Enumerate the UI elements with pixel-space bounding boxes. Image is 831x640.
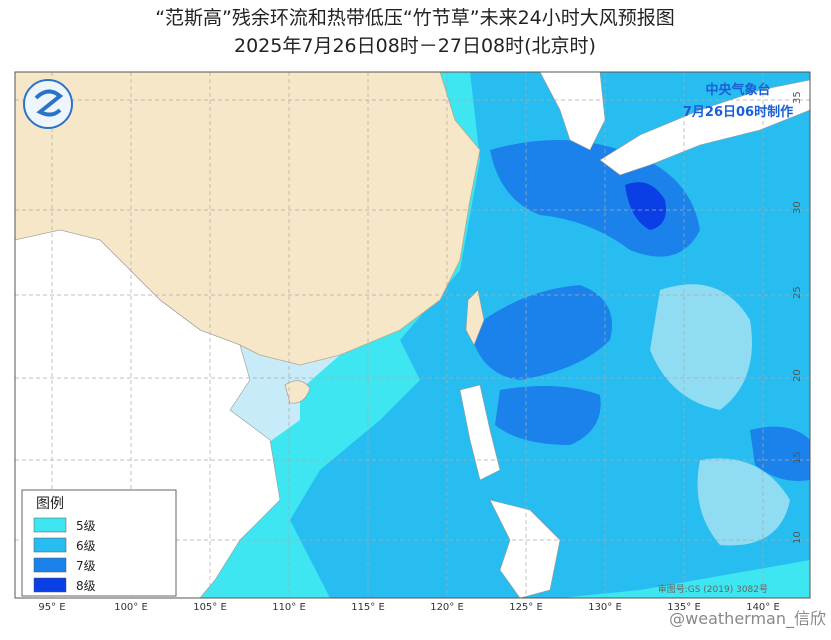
longitude-label: 115° E <box>351 602 385 613</box>
latitude-label: 10 <box>792 531 803 544</box>
logo-mark <box>34 89 64 117</box>
longitude-label: 105° E <box>193 602 227 613</box>
latitude-label: 30 <box>792 201 803 214</box>
legend-swatch <box>33 557 67 573</box>
latitude-label: 25 <box>792 286 803 299</box>
legend-title: 图例 <box>36 496 64 512</box>
longitude-label: 95° E <box>38 602 65 613</box>
legend-swatch <box>33 577 67 593</box>
issue-time: 7月26日06时制作 <box>683 104 793 120</box>
longitude-label: 125° E <box>509 602 543 613</box>
graticule <box>15 72 810 598</box>
legend-label: 6级 <box>76 539 96 553</box>
latitude-label: 20 <box>792 369 803 382</box>
longitude-label: 120° E <box>430 602 464 613</box>
calm-area <box>697 458 790 546</box>
legend-swatch <box>33 517 67 533</box>
longitude-label: 110° E <box>272 602 306 613</box>
map-frame <box>14 71 811 599</box>
legend-label: 5级 <box>76 519 96 533</box>
legend-label: 7级 <box>76 559 96 573</box>
land-korea <box>539 72 606 151</box>
latitude-label: 15 <box>792 451 803 464</box>
wind-zone-7 <box>750 426 810 481</box>
latitude-label: 35 <box>792 91 803 104</box>
latitude-labels: 35 30 25 20 15 10 <box>792 91 803 544</box>
legend-items: 5级 6级 7级 8级 <box>33 517 96 593</box>
map-approval: 审图号:GS (2019) 3082号 <box>658 583 768 595</box>
land-mindanao <box>489 499 561 598</box>
wind-zone-8 <box>625 182 666 230</box>
legend-swatch <box>33 537 67 553</box>
land-taiwan <box>465 289 485 346</box>
map-body <box>15 72 810 598</box>
legend: 图例 5级 6级 7级 8级 <box>21 489 177 597</box>
legend-label: 8级 <box>76 579 96 593</box>
longitude-label: 130° E <box>588 602 622 613</box>
calm-area <box>650 284 752 410</box>
subtitle: 2025年7月26日08时－27日08时(北京时) <box>234 35 596 57</box>
title: “范斯高”残余环流和热带低压“竹节草”未来24小时大风预报图 <box>155 7 675 29</box>
wind-zone-7 <box>470 285 612 380</box>
wind-zone-7 <box>495 386 601 445</box>
watermark: @weatherman_信欣 <box>669 609 826 629</box>
land-hainan <box>284 380 311 404</box>
longitude-label: 140° E <box>746 602 780 613</box>
longitude-labels: 95° E 100° E 105° E 110° E 115° E 120° E 125° … <box>38 602 779 613</box>
longitude-label: 100° E <box>114 602 148 613</box>
land-japan <box>599 79 810 176</box>
land-luzon <box>459 384 501 481</box>
longitude-label: 135° E <box>667 602 701 613</box>
issuer-agency: 中央气象台 <box>705 82 770 98</box>
